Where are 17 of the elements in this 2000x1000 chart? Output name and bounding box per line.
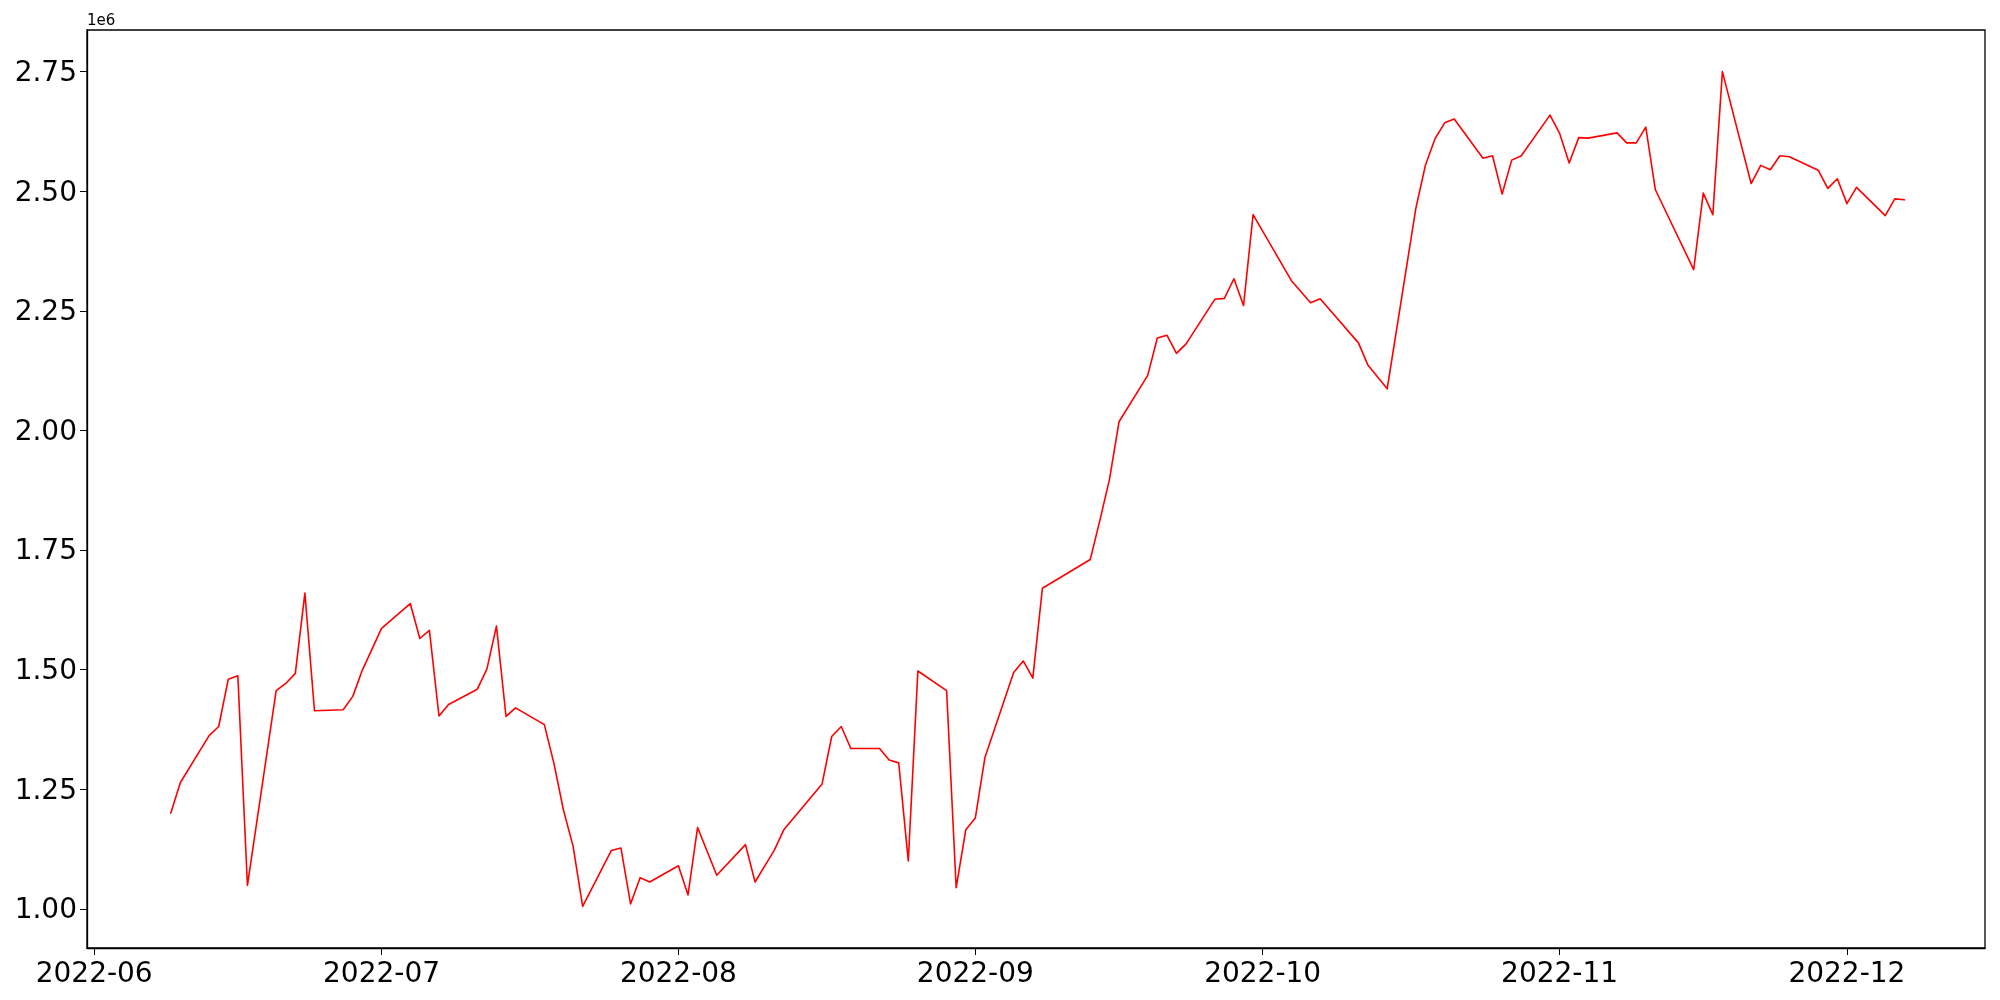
x-tick-label: 2022-10 [1204,955,1322,989]
y-tick-label: 2.75 [14,55,77,89]
text: 1e6 [87,10,116,29]
y-tick-label: 2.00 [14,413,77,447]
x-tick-label: 2022-12 [1788,955,1906,989]
x-tick-label: 2022-11 [1501,955,1619,989]
y-tick-label: 1.75 [14,533,77,567]
y-tick-label: 1.25 [14,772,77,806]
y-tick-label: 1.00 [14,892,77,926]
y-tick-label: 2.25 [14,294,77,328]
x-tick-label: 2022-06 [35,955,153,989]
y-tick-label: 1.50 [14,653,77,687]
line-series [170,70,1906,908]
y-tick-label: 2.50 [14,174,77,208]
x-tick-label: 2022-08 [619,955,737,989]
x-tick-label: 2022-09 [916,955,1034,989]
x-tick-label: 2022-07 [323,955,441,989]
